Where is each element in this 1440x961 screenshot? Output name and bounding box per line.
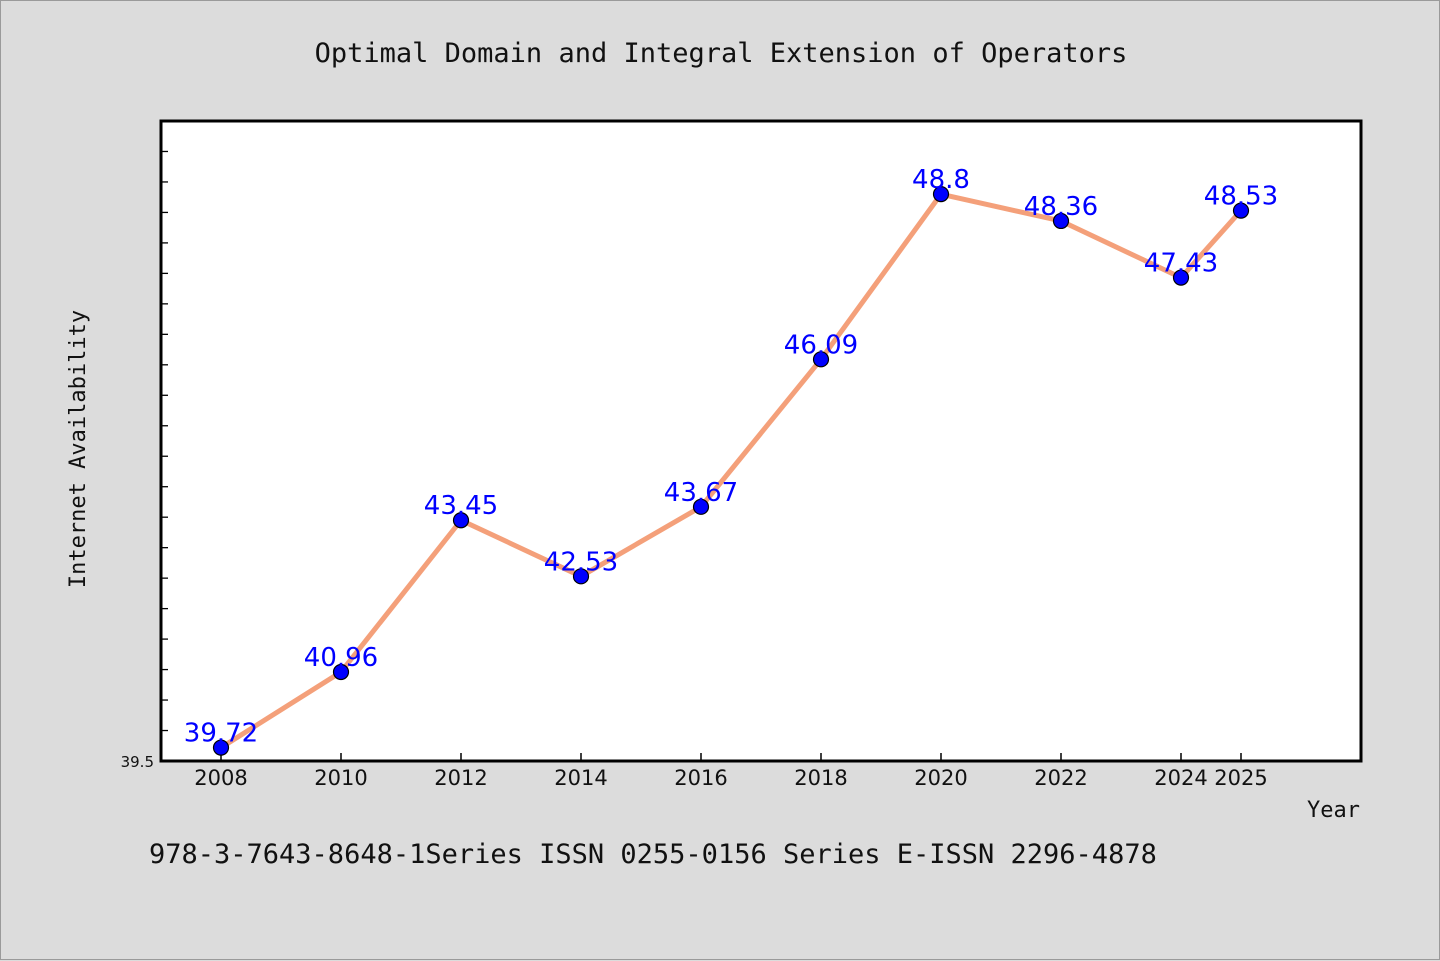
x-tick-label: 2010: [314, 766, 367, 790]
x-tick-label: 2020: [914, 766, 967, 790]
x-tick-label: 2025: [1214, 766, 1267, 790]
data-label: 42.53: [544, 547, 618, 577]
data-label: 47.43: [1144, 249, 1218, 279]
data-point: [212, 739, 230, 756]
y-tick-label-min: 39.5: [121, 753, 154, 771]
x-tick-label: 2012: [434, 766, 487, 790]
data-point: [452, 512, 470, 529]
data-label: 48.8: [912, 165, 970, 195]
chart-title: Optimal Domain and Integral Extension of…: [315, 38, 1128, 69]
series-markers: [212, 186, 1250, 756]
x-tick-label: 2008: [194, 766, 247, 790]
series-line-group: [218, 191, 1244, 751]
data-label: 48.36: [1024, 192, 1098, 222]
x-tick-label: 2014: [554, 766, 607, 790]
data-point: [932, 186, 950, 203]
x-tick-label: 2018: [794, 766, 847, 790]
data-labels: 39.72 40.96 43.45 42.53 43.67 46.09 48.8 48.36 4…: [184, 165, 1278, 748]
data-point: [1052, 212, 1070, 230]
x-tick-label: 2022: [1034, 766, 1087, 790]
x-tick-label: 2016: [674, 766, 727, 790]
y-axis-title: Internet Availability: [66, 310, 91, 588]
series-line: [218, 191, 1244, 751]
data-point: [1172, 269, 1190, 286]
data-point: [572, 568, 590, 585]
footer-isbn-issn: 978-3-7643-8648-1Series ISSN 0255-0156 S…: [149, 839, 1157, 870]
x-axis-ticks: 2008 2010 2012 2014 2016 2018 2020 2022 2024 2025: [194, 753, 1268, 790]
data-label: 40.96: [304, 643, 378, 673]
data-point: [692, 498, 710, 515]
data-label: 43.45: [424, 491, 498, 521]
data-label: 39.72: [184, 719, 258, 749]
data-label: 46.09: [784, 330, 858, 360]
data-label: 48.53: [1204, 182, 1278, 212]
data-point: [812, 351, 830, 368]
data-label: 43.67: [664, 478, 738, 508]
data-point: [1232, 202, 1250, 219]
data-point: [332, 663, 350, 681]
x-axis-title: Year: [1307, 798, 1360, 823]
plot-border: [159, 119, 1363, 763]
x-tick-label: 2024: [1154, 766, 1207, 790]
plot-area: [161, 121, 1361, 761]
